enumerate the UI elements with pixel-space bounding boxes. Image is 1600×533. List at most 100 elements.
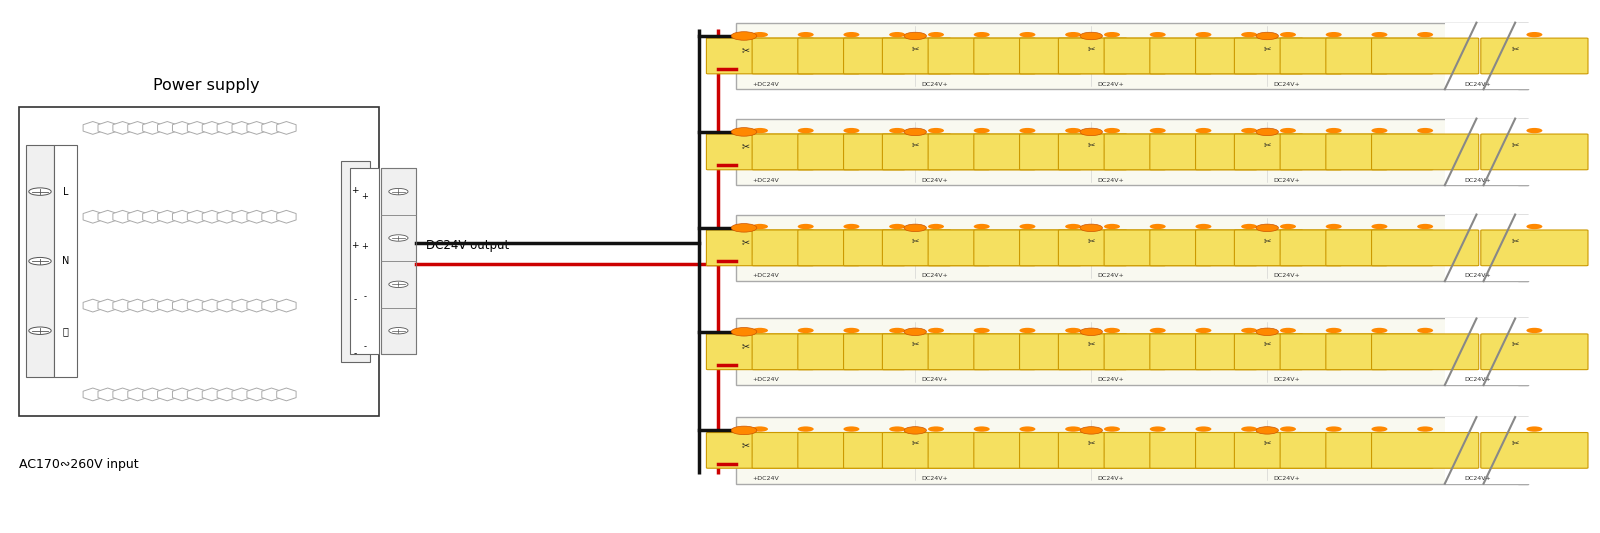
FancyBboxPatch shape: [1280, 334, 1387, 370]
FancyBboxPatch shape: [1019, 433, 1126, 468]
Text: DC24V+: DC24V+: [922, 377, 949, 383]
Text: ✂: ✂: [1512, 45, 1518, 54]
FancyBboxPatch shape: [1195, 38, 1302, 74]
Text: DC24V+: DC24V+: [922, 476, 949, 481]
Polygon shape: [98, 299, 117, 312]
Polygon shape: [218, 299, 237, 312]
Text: -: -: [363, 292, 366, 301]
FancyBboxPatch shape: [1059, 230, 1165, 265]
Text: +DC24V: +DC24V: [752, 377, 779, 383]
FancyBboxPatch shape: [1104, 134, 1211, 169]
FancyBboxPatch shape: [1021, 443, 1080, 457]
FancyBboxPatch shape: [1021, 145, 1080, 159]
Polygon shape: [202, 211, 222, 223]
FancyBboxPatch shape: [845, 145, 904, 159]
Circle shape: [1066, 128, 1082, 133]
Bar: [736, 119, 1528, 185]
Circle shape: [1256, 32, 1278, 40]
Circle shape: [29, 327, 51, 335]
Circle shape: [1371, 128, 1387, 133]
Circle shape: [1256, 328, 1278, 336]
FancyBboxPatch shape: [752, 241, 813, 255]
Circle shape: [1150, 128, 1166, 133]
Polygon shape: [262, 299, 282, 312]
FancyBboxPatch shape: [752, 433, 859, 468]
FancyBboxPatch shape: [1021, 241, 1080, 255]
FancyBboxPatch shape: [1150, 334, 1258, 370]
Bar: [736, 417, 1528, 484]
FancyBboxPatch shape: [1326, 38, 1434, 74]
Circle shape: [389, 189, 408, 195]
Polygon shape: [128, 299, 147, 312]
FancyBboxPatch shape: [843, 230, 950, 265]
FancyBboxPatch shape: [1150, 345, 1211, 359]
Circle shape: [1256, 426, 1278, 434]
FancyBboxPatch shape: [1235, 230, 1342, 265]
Bar: [1445, 22, 1547, 89]
Circle shape: [752, 32, 768, 37]
Bar: [1445, 417, 1547, 484]
Circle shape: [1242, 32, 1258, 37]
FancyBboxPatch shape: [843, 134, 950, 169]
Polygon shape: [114, 299, 133, 312]
FancyBboxPatch shape: [798, 345, 859, 359]
Circle shape: [389, 327, 408, 334]
Text: ✂: ✂: [741, 46, 750, 55]
Circle shape: [1019, 32, 1035, 37]
Circle shape: [1195, 128, 1211, 133]
Bar: [381, 168, 416, 215]
Polygon shape: [277, 211, 296, 223]
Text: ✂: ✂: [1264, 341, 1270, 350]
Bar: [1445, 119, 1547, 185]
Circle shape: [1195, 32, 1211, 37]
Text: ✂: ✂: [1512, 341, 1518, 350]
Text: -: -: [363, 342, 366, 351]
Circle shape: [1150, 32, 1166, 37]
Polygon shape: [202, 388, 222, 401]
FancyBboxPatch shape: [1104, 241, 1165, 255]
FancyBboxPatch shape: [845, 49, 904, 63]
FancyBboxPatch shape: [845, 241, 904, 255]
Polygon shape: [202, 122, 222, 134]
Polygon shape: [246, 299, 266, 312]
Circle shape: [1371, 224, 1387, 229]
Polygon shape: [277, 388, 296, 401]
Text: DC24V+: DC24V+: [922, 177, 949, 182]
Circle shape: [890, 224, 906, 229]
Circle shape: [1280, 32, 1296, 37]
Circle shape: [904, 128, 926, 136]
Bar: [1518, 214, 1528, 281]
Text: +: +: [352, 240, 358, 249]
Text: DC24V+: DC24V+: [1464, 82, 1491, 86]
FancyBboxPatch shape: [798, 49, 859, 63]
Text: DC24V+: DC24V+: [1274, 476, 1301, 481]
Text: DC24V+: DC24V+: [1274, 377, 1301, 383]
FancyBboxPatch shape: [883, 334, 989, 370]
Bar: [341, 161, 370, 361]
FancyBboxPatch shape: [1326, 49, 1387, 63]
FancyBboxPatch shape: [1280, 49, 1341, 63]
Text: -: -: [354, 349, 357, 358]
Circle shape: [890, 128, 906, 133]
Circle shape: [974, 328, 990, 333]
FancyBboxPatch shape: [928, 134, 1035, 169]
Circle shape: [1150, 224, 1166, 229]
FancyBboxPatch shape: [1197, 241, 1256, 255]
Text: -: -: [354, 295, 357, 304]
Circle shape: [1418, 128, 1434, 133]
FancyBboxPatch shape: [1280, 345, 1341, 359]
FancyBboxPatch shape: [1104, 145, 1165, 159]
Circle shape: [843, 328, 859, 333]
Circle shape: [904, 328, 926, 336]
Polygon shape: [173, 122, 192, 134]
FancyBboxPatch shape: [1197, 145, 1256, 159]
Circle shape: [1256, 128, 1278, 136]
FancyBboxPatch shape: [1280, 241, 1341, 255]
Bar: [1518, 214, 1528, 281]
FancyBboxPatch shape: [707, 230, 813, 265]
Bar: [1445, 214, 1547, 281]
FancyBboxPatch shape: [1482, 38, 1587, 74]
Text: ✂: ✂: [741, 440, 750, 450]
FancyBboxPatch shape: [1235, 38, 1342, 74]
Text: +: +: [352, 187, 358, 195]
